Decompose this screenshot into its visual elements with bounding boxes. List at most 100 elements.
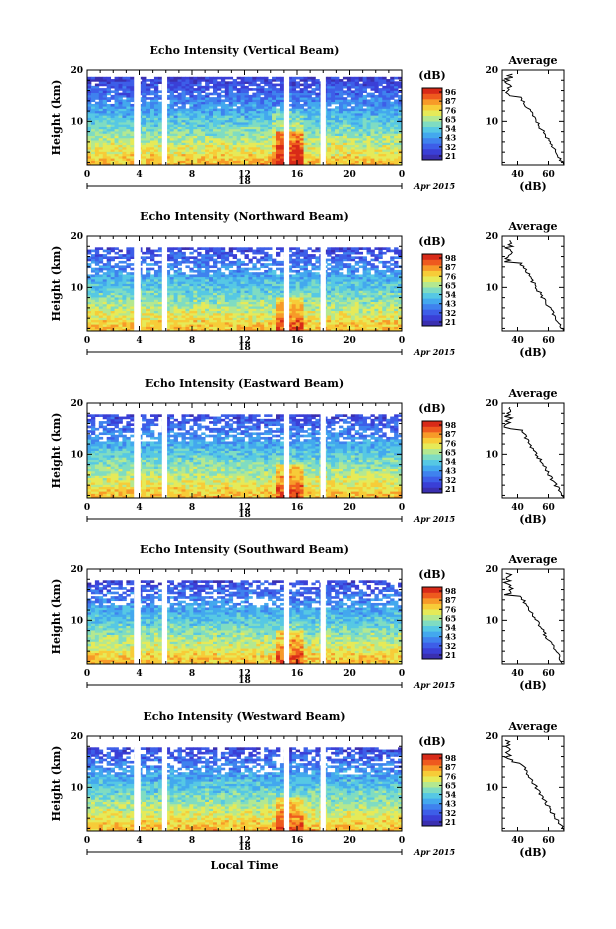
heatmap-cell [106,312,112,316]
heatmap-cell [173,265,178,269]
heatmap-cell [224,124,230,127]
heatmap-cell [248,149,253,152]
heatmap-cell [185,117,190,121]
heatmap-cell [339,140,344,143]
heatmap-cell [232,126,238,130]
heatmap-cell [268,83,273,87]
heatmap-cell [339,151,344,155]
heatmap-cell [276,267,281,271]
heatmap-cell [126,247,131,250]
heatmap-cell [94,92,100,96]
heatmap-cell [252,117,257,121]
heatmap-cell [110,122,115,125]
heatmap-cell [236,153,241,157]
heatmap-cell [279,153,285,157]
heatmap-cell [173,115,178,118]
heatmap-cell [165,299,171,302]
heatmap-cell [146,131,151,134]
heatmap-cell [307,115,312,118]
heatmap-cell [106,88,112,91]
heatmap-cell [248,135,253,139]
heatmap-cell [201,247,206,250]
heatmap-cell [295,155,301,159]
heatmap-cell [228,101,234,105]
heatmap-cell [299,94,304,98]
heatmap-cell [181,251,186,255]
heatmap-cell [327,126,332,130]
heatmap-cell [244,324,249,327]
heatmap-cell [201,319,206,323]
heatmap-cell [299,103,304,107]
heatmap-cell [185,128,190,132]
heatmap-cell [311,133,316,136]
heatmap-cell [370,119,375,123]
heatmap-cell [264,315,269,318]
heatmap-cell [307,126,312,130]
heatmap-cell [201,297,206,300]
heatmap-cell [382,76,387,80]
heatmap-cell [224,81,230,84]
heatmap-cell [244,254,249,257]
heatmap-cell [382,103,387,107]
heatmap-cell [142,140,147,143]
heatmap-cell [299,126,304,130]
heatmap-cell [177,92,182,96]
heatmap-cell [240,135,245,139]
heatmap-cell [197,254,202,257]
heatmap-cell [205,324,210,327]
heatmap-cell [291,126,297,130]
heatmap-cell [153,321,159,325]
heatmap-cell [130,328,135,332]
heatmap-cell [94,108,100,112]
heatmap-cell [339,158,344,161]
heatmap-cell [386,119,391,123]
heatmap-cell [232,326,238,330]
heatmap-cell [122,146,127,150]
heatmap-cell [94,321,100,325]
heatmap-cell [276,283,281,287]
heatmap-cell [272,153,277,157]
heatmap-cell [87,283,92,287]
heatmap-cell [106,106,112,109]
heatmap-cell [153,290,159,293]
heatmap-cell [279,142,285,146]
heatmap-cell [122,281,127,284]
heatmap-cell [394,124,399,127]
heatmap-cell [386,81,391,84]
heatmap-cell [303,274,308,278]
heatmap-cell [197,137,202,141]
heatmap-cell [346,94,352,98]
heatmap-cell [193,308,198,312]
heatmap-cell [169,312,175,316]
heatmap-cell [272,94,277,98]
heatmap-cell [130,117,135,121]
heatmap-cell [110,310,115,314]
heatmap-cell [220,272,226,275]
heatmap-cell [165,321,171,325]
heatmap-cell [279,112,285,116]
heatmap-cell [165,76,171,80]
heatmap-cell [268,149,273,152]
heatmap-cell [106,292,112,296]
heatmap-cell [169,324,175,327]
heatmap-cell [335,144,340,148]
colorbar-unit: (dB) [418,69,445,82]
heatmap-cell [150,149,155,152]
heatmap-cell [220,94,226,98]
heatmap-cell [142,292,147,296]
heatmap-cell [252,276,257,280]
heatmap-cell [240,326,245,330]
heatmap-cell [169,278,175,282]
heatmap-cell [165,308,171,312]
heatmap-cell [118,115,123,118]
heatmap-cell [185,306,190,309]
heatmap-cell [366,144,371,148]
heatmap-cell [315,122,320,125]
heatmap-cell [240,328,245,332]
heatmap-cell [94,249,100,253]
heatmap-cell [220,119,226,123]
heatmap-cell [272,303,277,307]
heatmap-cell [276,94,281,98]
heatmap-cell [224,303,230,307]
heatmap-cell [268,301,273,305]
